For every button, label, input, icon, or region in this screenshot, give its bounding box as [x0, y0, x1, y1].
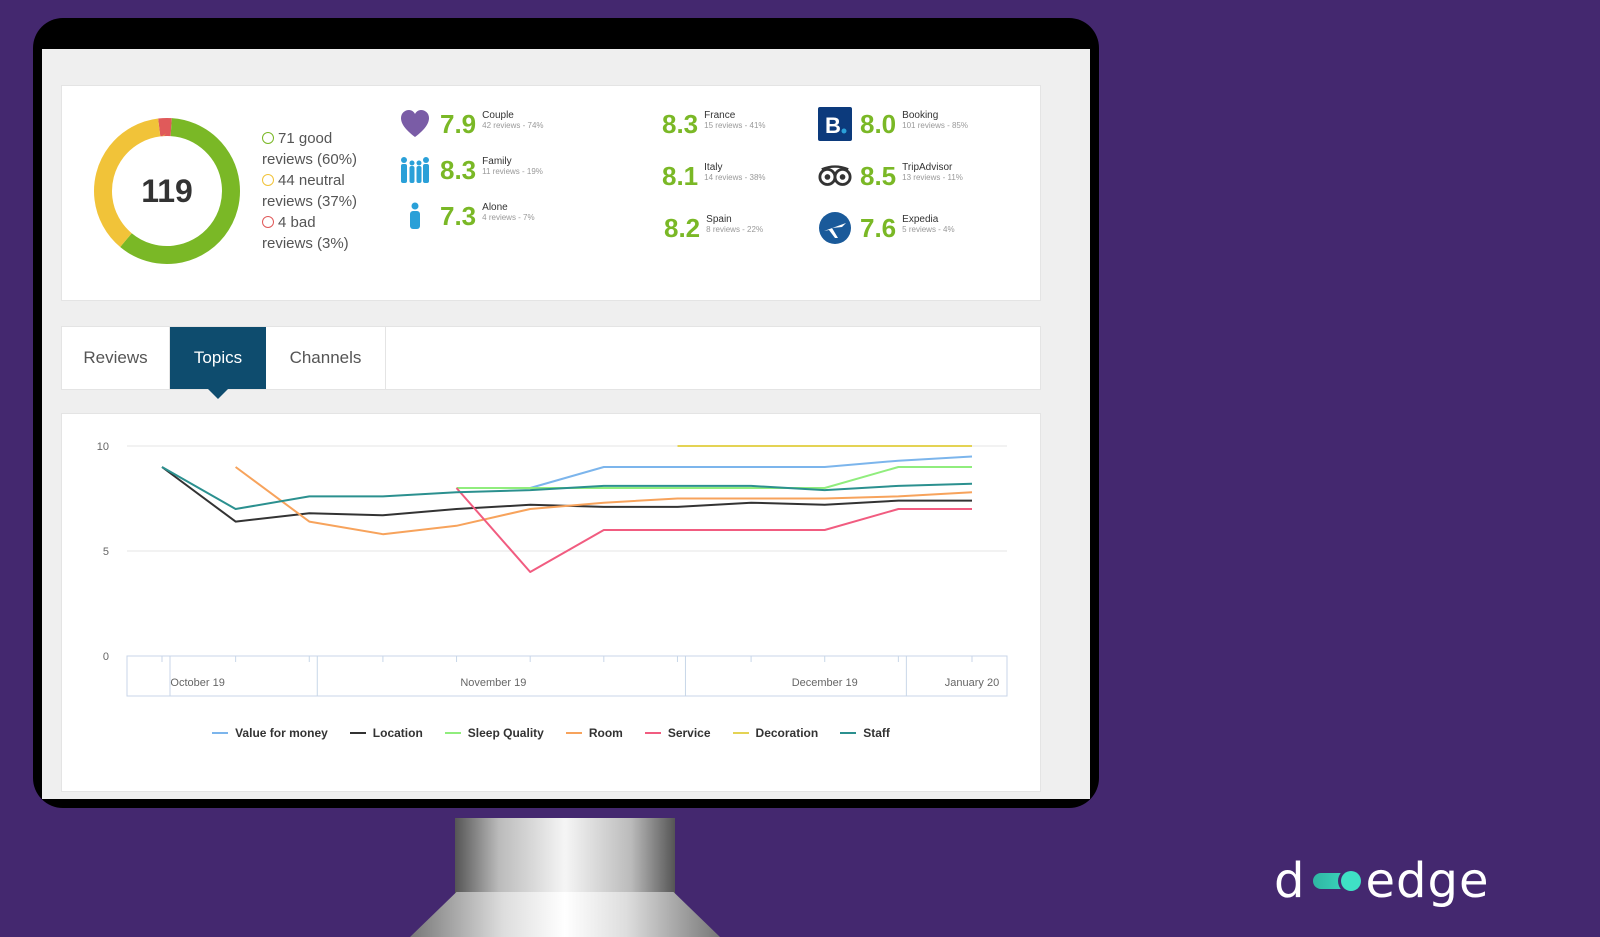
- segment-family: 8.3 Family 11 reviews - 19%: [398, 152, 543, 188]
- booking-icon: B: [818, 107, 852, 141]
- neutral-face-icon: [262, 174, 274, 186]
- dashboard-screen: 119 71 good reviews (60%) 44 neutral rev…: [42, 49, 1090, 799]
- legend-swatch: [840, 732, 857, 734]
- x-axis-band: [126, 655, 1008, 697]
- topics-chart-panel: 0 5 10 October 19 November 19 December 19 Janu…: [61, 413, 1041, 792]
- donut-segment-good: [94, 117, 240, 264]
- channel-tripadvisor: 8.5 TripAdvisor 13 reviews - 11%: [818, 158, 963, 194]
- legend-item[interactable]: Service: [644, 726, 711, 740]
- total-reviews-count: 119: [141, 172, 193, 209]
- series-line: [455, 487, 972, 573]
- legend-label: Decoration: [755, 726, 819, 740]
- y-tick-label: 10: [97, 441, 109, 453]
- legend-item[interactable]: Location: [349, 726, 423, 740]
- monitor-base: [410, 892, 720, 937]
- legend-swatch: [212, 732, 229, 734]
- legend-item[interactable]: Room: [565, 726, 623, 740]
- tab-topics[interactable]: Topics: [170, 327, 266, 399]
- tripadvisor-icon: [818, 160, 852, 192]
- legend-swatch: [732, 732, 749, 734]
- legend-item[interactable]: Sleep Quality: [444, 726, 544, 740]
- svg-text:B: B: [825, 113, 841, 138]
- heart-icon: [398, 108, 432, 140]
- x-tick-label: November 19: [460, 677, 526, 689]
- x-tick-label: December 19: [792, 677, 858, 689]
- legend-label: Room: [588, 726, 623, 740]
- good-reviews: 71 good reviews (60%): [262, 130, 358, 168]
- legend-item[interactable]: Staff: [840, 726, 890, 740]
- monitor-frame: 119 71 good reviews (60%) 44 neutral rev…: [33, 18, 1099, 808]
- d-edge-logo: d edge: [1274, 853, 1490, 909]
- y-tick-label: 0: [103, 651, 109, 663]
- neutral-reviews: 44 neutral reviews (37%): [262, 172, 358, 210]
- legend-label: Sleep Quality: [467, 726, 544, 740]
- legend-label: Value for money: [235, 726, 328, 740]
- legend-item[interactable]: Value for money: [212, 726, 328, 740]
- legend-swatch: [444, 732, 461, 734]
- series-line: [161, 466, 973, 510]
- legend-label: Service: [667, 726, 711, 740]
- legend-label: Location: [372, 726, 423, 740]
- country-spain: 8.2 Spain 8 reviews - 22%: [664, 212, 764, 243]
- segment-alone: 7.3 Alone 4 reviews - 7%: [398, 198, 535, 234]
- tab-reviews[interactable]: Reviews: [62, 327, 170, 389]
- legend-label: Staff: [863, 726, 890, 740]
- donut-segment-neutral: [94, 117, 240, 264]
- topics-line-chart: 0 5 10 October 19 November 19 December 19 Janu…: [97, 441, 1008, 697]
- y-tick-label: 5: [103, 546, 109, 558]
- smile-icon: [262, 132, 274, 144]
- segment-couple: 7.9 Couple 42 reviews - 74%: [398, 106, 544, 142]
- x-tick-label: January 20: [945, 677, 999, 689]
- sad-face-icon: [262, 216, 274, 228]
- logo-dash-icon: [1313, 871, 1362, 891]
- series-line: [235, 466, 973, 536]
- channel-booking: B 8.0 Booking 101 reviews - 85%: [818, 106, 968, 142]
- series-line: [456, 466, 972, 489]
- expedia-icon: [818, 212, 852, 244]
- x-tick-label: October 19: [170, 677, 224, 689]
- reviews-breakdown: 71 good reviews (60%) 44 neutral reviews…: [262, 128, 382, 254]
- channel-expedia: 7.6 Expedia 5 reviews - 4%: [818, 210, 955, 246]
- dashboard-tabs: Reviews Topics Channels: [61, 326, 1041, 399]
- series-line: [529, 455, 973, 489]
- legend-item[interactable]: Decoration: [732, 726, 819, 740]
- tab-channels[interactable]: Channels: [266, 327, 386, 389]
- person-icon: [398, 200, 432, 232]
- legend-swatch: [565, 732, 582, 734]
- country-italy: 8.1 Italy 14 reviews - 38%: [662, 160, 766, 191]
- legend-swatch: [349, 732, 366, 734]
- chart-legend: Value for money Location Sleep Quality Room…: [62, 726, 1040, 740]
- bad-reviews: 4 bad reviews (3%): [262, 214, 349, 252]
- reviews-summary-panel: 119 71 good reviews (60%) 44 neutral rev…: [61, 85, 1041, 301]
- legend-swatch: [644, 732, 661, 734]
- reviews-donut-chart: [94, 117, 240, 264]
- family-icon: [398, 154, 432, 186]
- country-france: 8.3 France 15 reviews - 41%: [662, 108, 766, 139]
- series-line: [161, 466, 972, 523]
